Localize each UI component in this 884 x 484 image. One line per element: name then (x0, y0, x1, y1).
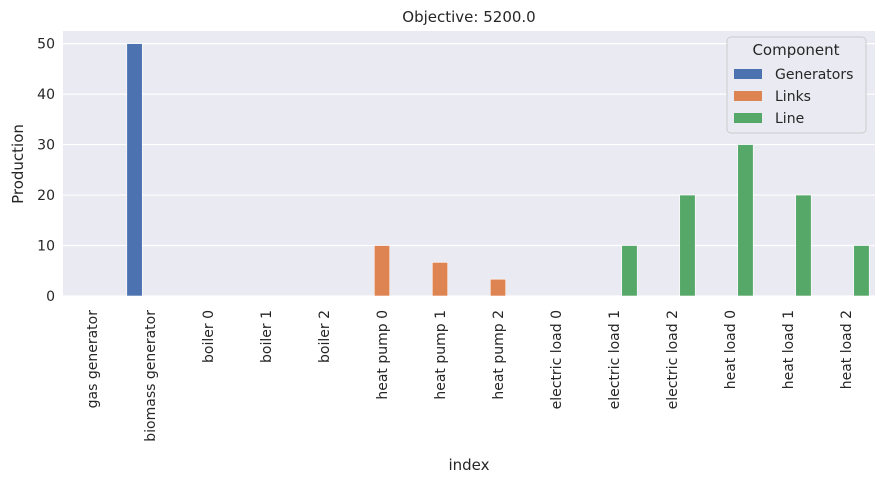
legend-box (726, 36, 867, 134)
x-tick-label: heat pump 0 (375, 310, 391, 400)
x-tick-label: heat pump 2 (491, 310, 507, 400)
x-tick-label: electric load 0 (549, 310, 565, 409)
bar-line-heat-load-0 (737, 144, 754, 297)
y-tick-label: 20 (37, 188, 55, 204)
x-tick-label: biomass generator (143, 310, 159, 442)
x-tick-label: heat pump 1 (433, 310, 449, 400)
legend-title: Component (752, 41, 839, 59)
x-tick-label: boiler 0 (201, 310, 217, 363)
bar-links-heat-pump-0 (373, 245, 391, 297)
y-tick-labels: 0 10 20 30 40 50 (37, 37, 55, 305)
x-tick-labels: gas generator biomass generator boiler 0 bo… (85, 310, 855, 442)
y-tick-label: 10 (37, 239, 55, 255)
legend-swatch (734, 69, 762, 79)
x-tick-label: electric load 1 (607, 310, 623, 409)
x-tick-label: heat load 0 (723, 310, 739, 389)
bars (126, 43, 870, 297)
legend-label: Generators (775, 67, 853, 83)
legend: Component Generators Links Line (726, 36, 867, 134)
legend-swatch (734, 113, 762, 123)
legend-items: Generators Links Line (734, 67, 853, 127)
x-tick-label: heat load 1 (781, 310, 797, 389)
bar-links-heat-pump-1 (431, 262, 449, 297)
bar-line-electric-load-2 (679, 194, 696, 297)
x-axis-label: index (448, 456, 489, 474)
y-tick-label: 30 (37, 138, 55, 154)
bar-generators-biomass-generator (126, 43, 143, 297)
x-tick-label: boiler 2 (317, 310, 333, 363)
x-tick-label: heat load 2 (839, 310, 855, 389)
legend-swatch (734, 91, 762, 101)
y-tick-label: 0 (46, 289, 55, 305)
bar-line-heat-load-1 (795, 194, 812, 297)
y-axis-label: Production (9, 124, 27, 204)
legend-label: Line (775, 111, 804, 127)
x-tick-label: gas generator (85, 310, 101, 409)
y-tick-label: 50 (37, 37, 55, 53)
x-tick-label: electric load 2 (665, 310, 681, 409)
bar-line-electric-load-1 (621, 245, 638, 297)
y-tick-label: 40 (37, 87, 55, 103)
legend-label: Links (775, 89, 811, 105)
x-tick-label: boiler 1 (259, 310, 275, 363)
chart-title: Objective: 5200.0 (402, 8, 535, 26)
bar-line-heat-load-2 (853, 245, 870, 297)
bar-links-heat-pump-2 (489, 278, 507, 297)
